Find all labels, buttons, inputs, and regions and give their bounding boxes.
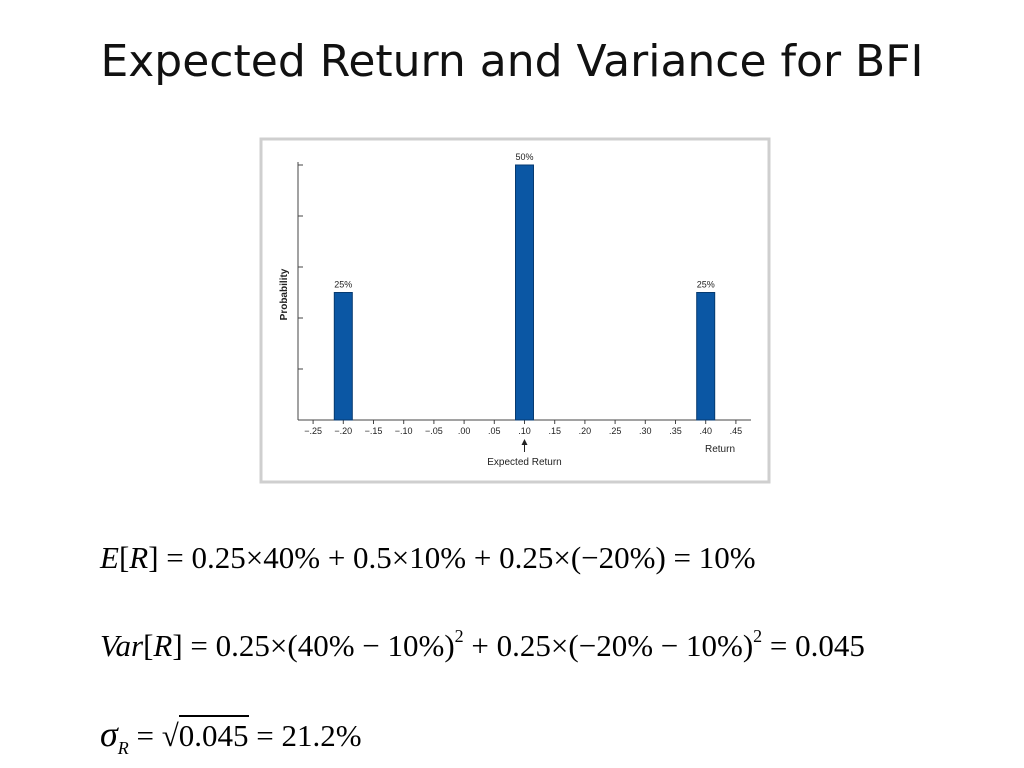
x-tick-label: .15 [548, 426, 561, 436]
x-tick-label: .40 [699, 426, 712, 436]
annotation: Expected Return [487, 457, 562, 468]
eq-part: R [153, 628, 173, 663]
eq-part: + 0.25×(−20% − 10%) [463, 628, 754, 663]
data-label: 25% [334, 280, 352, 290]
eq-part: R [129, 540, 149, 575]
eq-part: [ [143, 628, 154, 663]
eq-part: ] = 0.25×(40% − 10%) [172, 628, 455, 663]
equation: Var[R] = 0.25×(40% − 10%)2 + 0.25×(−20% … [100, 626, 865, 664]
equation: σR = √0.045 = 21.2% [100, 713, 362, 758]
eq-part: Var [100, 628, 144, 663]
x-tick-label: .45 [730, 426, 743, 436]
x-tick-label: .05 [488, 426, 501, 436]
equation: E[R] = 0.25×40% + 0.5×10% + 0.25×(−20%) … [100, 540, 756, 576]
x-axis-label: Return [705, 444, 735, 455]
data-label: 50% [515, 152, 533, 162]
chart: Expected Return and Variance for BFI −.2… [100, 36, 924, 484]
x-tick-label: .00 [458, 426, 471, 436]
bar [515, 164, 534, 421]
eq-exponent: 2 [454, 626, 464, 646]
bar [333, 292, 353, 421]
x-tick-label: −.25 [304, 426, 322, 436]
x-tick-label: .20 [579, 426, 592, 436]
data-label: 25% [697, 280, 715, 290]
x-tick-label: .25 [609, 426, 622, 436]
slide-title: Expected Return and Variance for BFI [100, 36, 923, 87]
annotation-arrowhead [521, 439, 528, 445]
eq-part: = 0.045 [762, 628, 865, 663]
y-axis-label: Probability [279, 268, 290, 320]
eq-part: ] = 0.25×40% + 0.5×10% + 0.25×(−20%) = 1… [148, 540, 756, 575]
eq-part: σ [100, 714, 118, 754]
eq-part: 0.045 [178, 715, 249, 753]
x-tick-label: −.05 [425, 426, 443, 436]
eq-part: = 21.2% [248, 718, 362, 753]
x-tick-label: .30 [639, 426, 652, 436]
x-tick-label: .10 [518, 426, 531, 436]
eq-part: [ [118, 540, 130, 575]
x-tick-label: .35 [669, 426, 682, 436]
x-tick-label: −.15 [365, 426, 383, 436]
eq-subscript: R [117, 738, 129, 758]
eq-radical: √ [161, 718, 179, 753]
x-tick-label: −.10 [395, 426, 413, 436]
x-tick-label: −.20 [334, 426, 352, 436]
eq-exponent: 2 [753, 626, 763, 646]
eq-part: = [128, 718, 162, 753]
eq-part: E [100, 540, 119, 575]
bar [696, 292, 716, 421]
